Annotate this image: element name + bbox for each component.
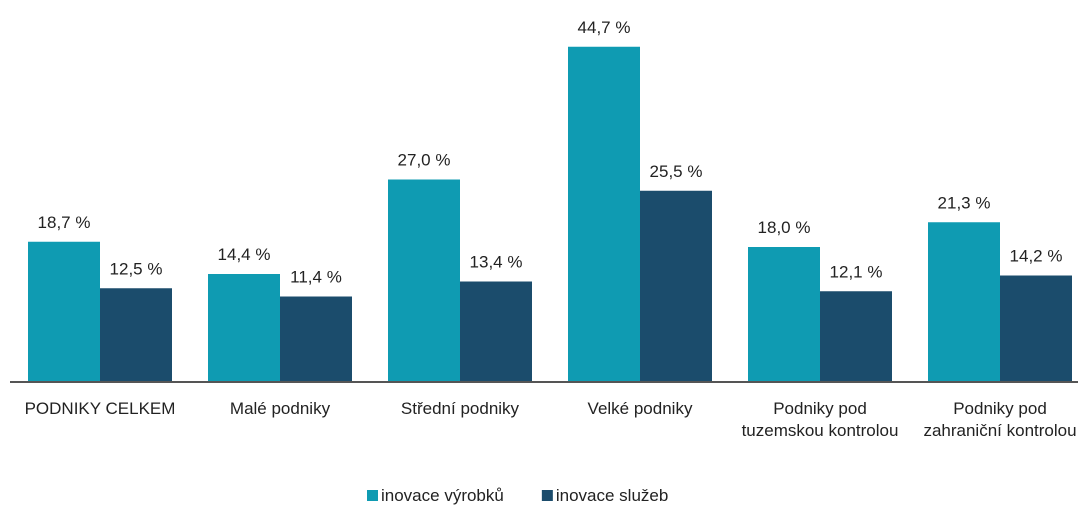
bar (928, 222, 1000, 382)
bar (1000, 275, 1072, 382)
value-label: 14,4 % (218, 245, 271, 264)
x-tick-label: PODNIKY CELKEM (24, 399, 176, 418)
bar (820, 291, 892, 382)
x-tick-label: Podniky pod zahraniční kontrolou (923, 399, 1077, 440)
value-label: 44,7 % (578, 18, 631, 37)
value-label: 25,5 % (650, 162, 703, 181)
bar (640, 190, 712, 382)
value-label: 12,1 % (830, 262, 883, 281)
legend-label: inovace výrobků (381, 486, 504, 505)
bar (568, 46, 640, 382)
x-tick-label: Malé podniky (229, 399, 331, 418)
bar (100, 288, 172, 382)
value-label: 18,7 % (38, 213, 91, 232)
value-label: 13,4 % (470, 253, 523, 272)
value-label: 27,0 % (398, 151, 451, 170)
bar (460, 281, 532, 382)
value-label: 21,3 % (938, 193, 991, 212)
bar (748, 247, 820, 382)
x-tick-label: Velké podniky (587, 399, 693, 418)
value-label: 12,5 % (110, 259, 163, 278)
legend-swatch (367, 490, 378, 501)
bar (208, 274, 280, 382)
bar (388, 179, 460, 382)
x-tick-label: Podniky pod tuzemskou kontrolou (741, 399, 899, 440)
x-tick-label: Střední podniky (400, 399, 520, 418)
legend-swatch (541, 490, 553, 501)
value-label: 11,4 % (290, 268, 342, 287)
value-label: 14,2 % (1010, 247, 1063, 266)
bar (280, 296, 352, 382)
bar (28, 241, 100, 382)
value-label: 18,0 % (758, 218, 811, 237)
legend-label: inovace služeb (556, 486, 668, 505)
